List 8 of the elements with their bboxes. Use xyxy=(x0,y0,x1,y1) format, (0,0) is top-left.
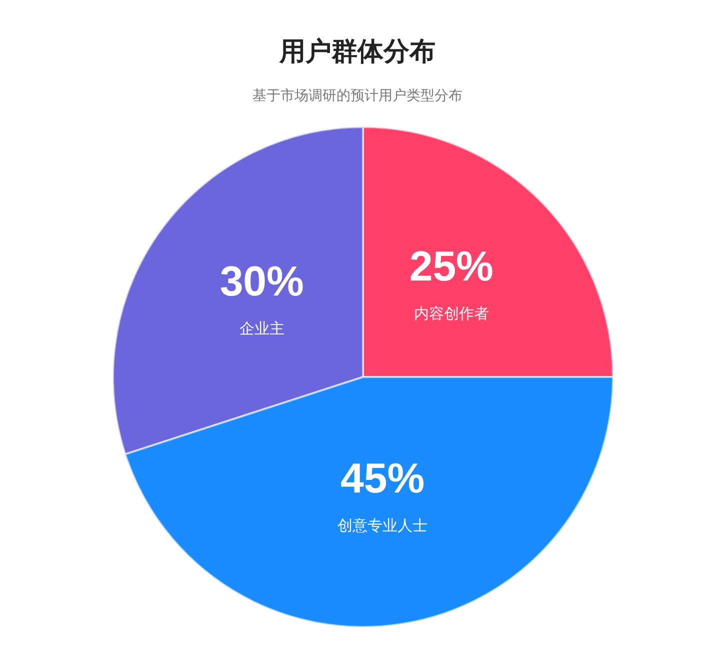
slice-label: 企业主 xyxy=(239,320,284,338)
chart-subtitle: 基于市场调研的预计用户类型分布 xyxy=(252,87,464,105)
slice-label: 创意专业人士 xyxy=(338,516,428,534)
chart-title: 用户群体分布 xyxy=(278,36,436,69)
slice-label: 内容创作者 xyxy=(414,304,489,323)
data-label: 30% xyxy=(220,258,304,305)
data-label: 25% xyxy=(409,242,494,290)
data-label: 45% xyxy=(340,454,425,502)
